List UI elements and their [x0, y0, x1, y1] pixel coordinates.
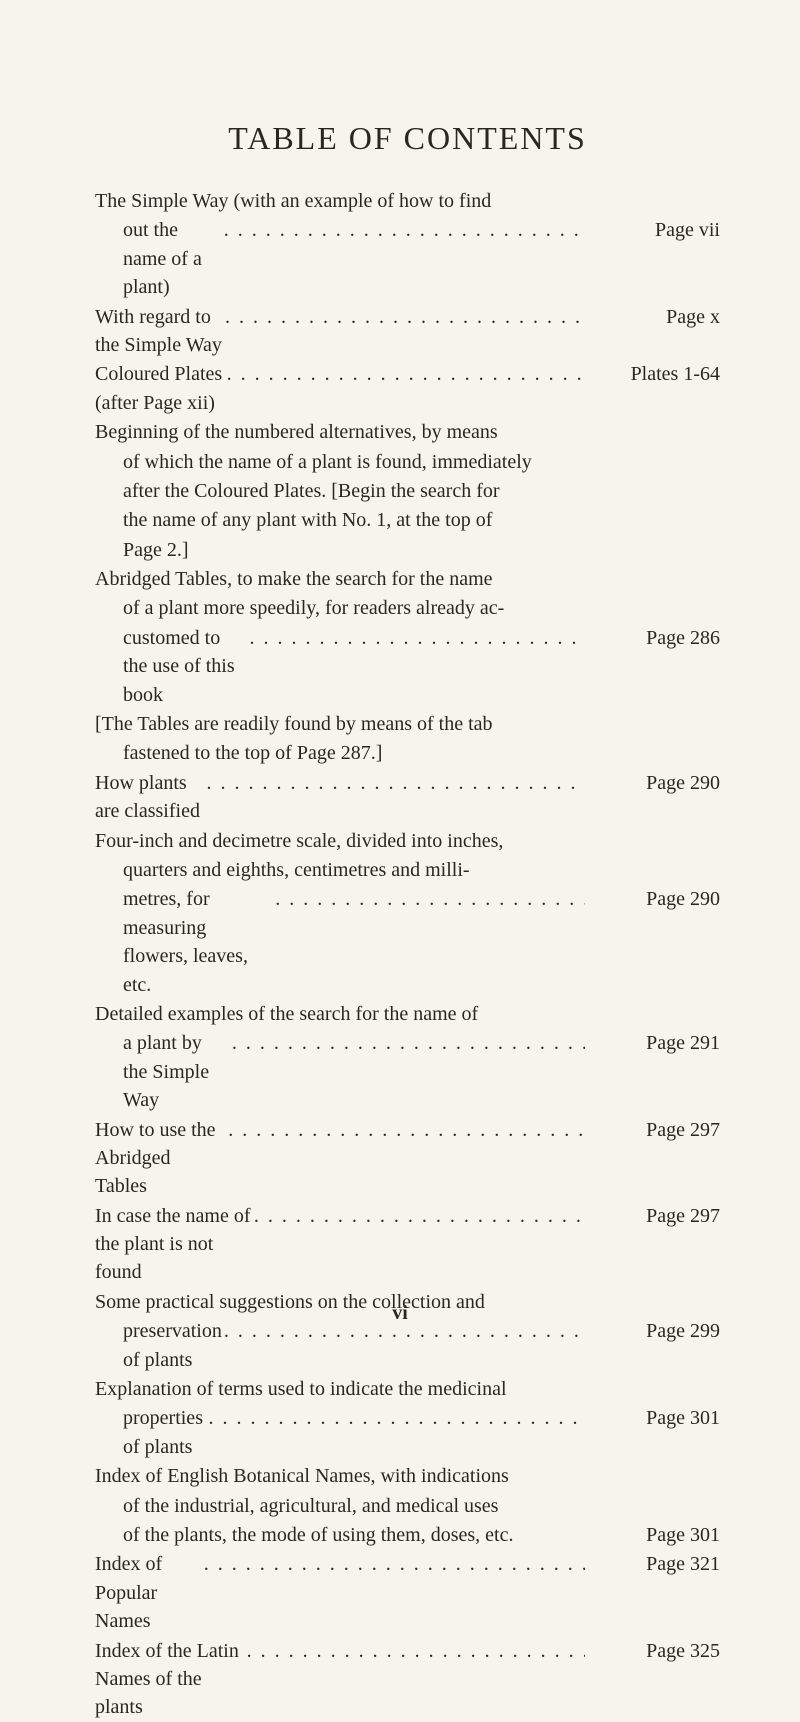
toc-entry-pageref: Plates 1-64: [585, 360, 720, 388]
toc-text: Beginning of the numbered alternatives, …: [95, 421, 498, 443]
toc-entry: Index of the Latin Names of the plants Pa…: [95, 1637, 720, 1722]
toc-text: Index of English Botanical Names, with i…: [95, 1465, 509, 1487]
toc-entry-line: Beginning of the numbered alternatives, …: [95, 418, 720, 446]
dot-leader: [205, 769, 585, 797]
dot-leader: [222, 216, 585, 244]
page-number-footer: vi: [392, 1302, 408, 1325]
toc-text: Explanation of terms used to indicate th…: [95, 1378, 507, 1400]
toc-entry-line: Page 2.]: [95, 536, 720, 564]
toc-entry-line: Four-inch and decimetre scale, divided i…: [95, 827, 720, 855]
toc-entry: metres, for measuring flowers, leaves, e…: [95, 885, 720, 999]
toc-entry-line: [The Tables are readily found by means o…: [95, 710, 720, 738]
toc-text: Some practical suggestions on the collec…: [95, 1291, 485, 1313]
toc-entry-description: preservation of plants: [95, 1317, 222, 1374]
toc-entry-line: Detailed examples of the search for the …: [95, 1000, 720, 1028]
toc-text: Four-inch and decimetre scale, divided i…: [95, 830, 503, 852]
toc-entry-description: With regard to the Simple Way: [95, 303, 223, 360]
toc-entry-line: after the Coloured Plates. [Begin the se…: [95, 477, 720, 505]
toc-text: quarters and eighths, centimetres and mi…: [95, 859, 470, 881]
toc-entry: Index of Popular Names Page 321: [95, 1550, 720, 1635]
page-title: TABLE OF CONTENTS: [95, 120, 720, 157]
toc-entry: With regard to the Simple Way Page x: [95, 303, 720, 360]
toc-entry-description: How to use the Abridged Tables: [95, 1116, 226, 1201]
toc-entry-pageref: Page 286: [585, 624, 720, 652]
toc-entry-description: Coloured Plates (after Page xii): [95, 360, 225, 417]
toc-entry: properties of plants Page 301: [95, 1404, 720, 1461]
toc-entry-line: the name of any plant with No. 1, at the…: [95, 506, 720, 534]
toc-entry-line: The Simple Way (with an example of how t…: [95, 187, 720, 215]
table-of-contents: The Simple Way (with an example of how t…: [95, 187, 720, 1722]
toc-entry-pageref: Page 321: [585, 1550, 720, 1578]
toc-entry: preservation of plants Page 299: [95, 1317, 720, 1374]
toc-entry-pageref: Page 290: [585, 885, 720, 913]
toc-entry-description: In case the name of the plant is not fou…: [95, 1202, 252, 1287]
toc-entry-description: customed to the use of this book: [95, 624, 248, 709]
toc-entry: of the plants, the mode of using them, d…: [95, 1521, 720, 1549]
toc-entry-line: of which the name of a plant is found, i…: [95, 448, 720, 476]
toc-text: Abridged Tables, to make the search for …: [95, 568, 493, 590]
dot-leader: [202, 1550, 585, 1578]
dot-leader: [230, 1029, 585, 1057]
toc-entry-description: out the name of a plant): [95, 216, 222, 301]
toc-entry-description: a plant by the Simple Way: [95, 1029, 230, 1114]
dot-leader: [248, 624, 585, 652]
toc-entry-line: Explanation of terms used to indicate th…: [95, 1375, 720, 1403]
toc-entry: a plant by the Simple Way Page 291: [95, 1029, 720, 1114]
toc-entry-pageref: Page 290: [585, 769, 720, 797]
toc-entry-pageref: Page vii: [585, 216, 720, 244]
toc-entry-description: Index of Popular Names: [95, 1550, 202, 1635]
toc-text: of which the name of a plant is found, i…: [95, 451, 532, 473]
toc-entry-pageref: Page 301: [585, 1521, 720, 1549]
dot-leader: [206, 1404, 585, 1432]
toc-entry: How plants are classified Page 290: [95, 769, 720, 826]
toc-entry-description: properties of plants: [95, 1404, 206, 1461]
toc-entry-pageref: Page x: [585, 303, 720, 331]
toc-entry-description: metres, for measuring flowers, leaves, e…: [95, 885, 273, 999]
toc-entry-description: Index of the Latin Names of the plants: [95, 1637, 245, 1722]
toc-text: fastened to the top of Page 287.]: [95, 742, 382, 764]
toc-text: The Simple Way (with an example of how t…: [95, 190, 491, 212]
toc-text: of a plant more speedily, for readers al…: [95, 597, 504, 619]
toc-entry-pageref: Page 297: [585, 1202, 720, 1230]
dot-leader: [273, 885, 585, 913]
toc-entry: Coloured Plates (after Page xii) Plates 1…: [95, 360, 720, 417]
dot-leader: [252, 1202, 585, 1230]
toc-entry-line: Abridged Tables, to make the search for …: [95, 565, 720, 593]
toc-entry: In case the name of the plant is not fou…: [95, 1202, 720, 1287]
toc-entry-pageref: Page 291: [585, 1029, 720, 1057]
toc-entry-line: Index of English Botanical Names, with i…: [95, 1462, 720, 1490]
toc-entry-line: of a plant more speedily, for readers al…: [95, 594, 720, 622]
toc-entry: out the name of a plant) Page vii: [95, 216, 720, 301]
toc-text: of the industrial, agricultural, and med…: [95, 1495, 498, 1517]
toc-entry: customed to the use of this book Page 286: [95, 624, 720, 709]
toc-text: after the Coloured Plates. [Begin the se…: [95, 480, 500, 502]
toc-entry-line: fastened to the top of Page 287.]: [95, 739, 720, 767]
toc-entry-line: quarters and eighths, centimetres and mi…: [95, 856, 720, 884]
toc-entry-pageref: Page 301: [585, 1404, 720, 1432]
dot-leader: [226, 1116, 585, 1144]
toc-entry-description: of the plants, the mode of using them, d…: [95, 1521, 513, 1549]
toc-entry-line: of the industrial, agricultural, and med…: [95, 1492, 720, 1520]
toc-text: Page 2.]: [95, 539, 189, 561]
toc-entry-pageref: Page 297: [585, 1116, 720, 1144]
toc-entry-pageref: Page 299: [585, 1317, 720, 1345]
toc-entry: How to use the Abridged Tables Page 297: [95, 1116, 720, 1201]
dot-leader: [223, 303, 585, 331]
toc-text: [The Tables are readily found by means o…: [95, 713, 493, 735]
toc-text: the name of any plant with No. 1, at the…: [95, 509, 492, 531]
dot-leader: [245, 1637, 585, 1665]
dot-leader: [225, 360, 585, 388]
toc-text: Detailed examples of the search for the …: [95, 1003, 478, 1025]
toc-entry-description: How plants are classified: [95, 769, 205, 826]
toc-entry-pageref: Page 325: [585, 1637, 720, 1665]
